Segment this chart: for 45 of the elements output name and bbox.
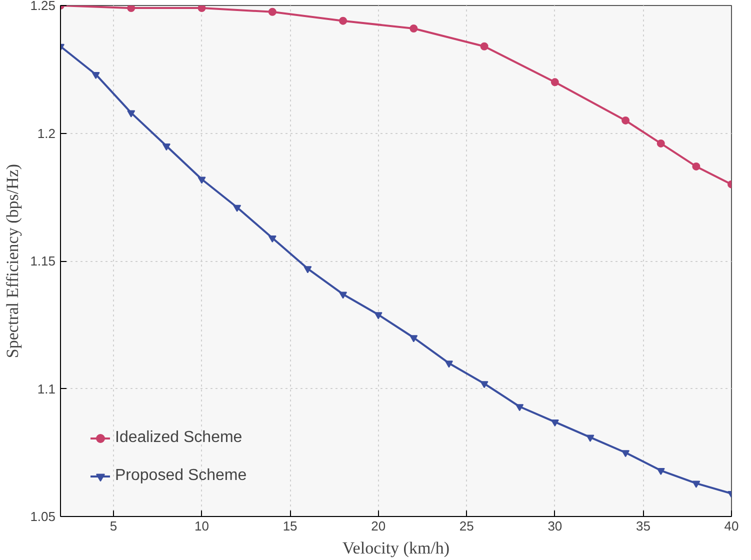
x-tick-label: 25 (459, 518, 474, 534)
point (656, 468, 665, 476)
y-tick-label: 1.05 (30, 509, 56, 524)
point (374, 312, 382, 320)
point (162, 144, 170, 151)
point (268, 8, 276, 16)
point (198, 6, 206, 12)
point (622, 450, 630, 458)
legend-label: Proposed Scheme (115, 467, 247, 485)
point (622, 116, 630, 124)
point (656, 139, 665, 148)
point (339, 16, 348, 25)
point (550, 78, 559, 86)
y-axis-title: Spectral Efficiency (bps/Hz) (3, 164, 22, 358)
point (268, 235, 276, 243)
point (339, 292, 348, 299)
x-tick-label: 5 (110, 518, 118, 534)
point (198, 176, 206, 184)
point (586, 434, 594, 442)
point (480, 381, 488, 388)
y-tick-label: 1.2 (37, 126, 56, 141)
point (550, 419, 559, 427)
point (127, 6, 136, 12)
point (233, 204, 242, 212)
point (480, 42, 488, 50)
point (304, 266, 312, 274)
point (692, 480, 700, 488)
x-tick-label: 30 (548, 518, 562, 534)
legend-label: Idealized Scheme (115, 429, 242, 447)
point (127, 110, 136, 118)
x-tick-label: 35 (636, 518, 650, 534)
point (692, 162, 700, 170)
y-tick-label: 1.15 (30, 254, 56, 268)
point (410, 335, 418, 342)
point (516, 404, 524, 412)
point (92, 72, 100, 80)
x-tick-label: 20 (371, 518, 386, 534)
y-tick-label: 1.1 (37, 381, 56, 396)
x-tick-label: 40 (724, 518, 739, 534)
x-tick-label: 10 (194, 518, 209, 534)
y-tick-label: 1.25 (30, 0, 56, 13)
x-tick-label: 15 (282, 518, 298, 534)
x-axis-title: Velocity (km/h) (342, 538, 450, 558)
point (444, 360, 453, 368)
point (410, 24, 418, 32)
